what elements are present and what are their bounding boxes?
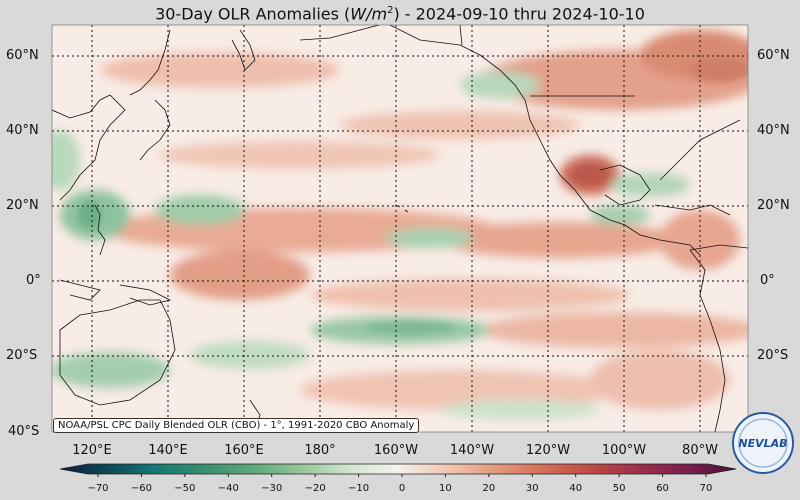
colorbar-bar [59, 463, 737, 475]
lon-label: 120°E [72, 443, 112, 458]
colorbar-tick-label: −20 [304, 483, 326, 494]
colorbar-tick-label: 0 [398, 483, 406, 494]
lon-label: 140°E [148, 443, 188, 458]
colorbar-tick-label: 60 [656, 483, 669, 494]
lat-label-right: 20°N [757, 198, 790, 213]
colorbar-tick-label: 50 [612, 483, 626, 494]
lat-label-right: 60°N [757, 48, 790, 63]
colorbar-tick-label: 40 [569, 483, 583, 494]
colorbar [59, 463, 737, 477]
lat-label-left: 60°N [6, 48, 39, 63]
lat-label-right: 40°N [757, 123, 790, 138]
lat-label-left: 0° [26, 273, 41, 288]
colorbar-tick-label: −60 [130, 483, 152, 494]
lon-label: 100°W [601, 443, 647, 458]
data-source-note: NOAA/PSL CPC Daily Blended OLR (CBO) - 1… [53, 418, 420, 433]
lat-label-left: 40°N [6, 123, 39, 138]
lon-label: 140°W [449, 443, 495, 458]
map-title: 30-Day OLR Anomalies (W/m2) - 2024-09-10… [155, 4, 645, 24]
lon-label: 160°W [373, 443, 419, 458]
colorbar-tick-label: 30 [525, 483, 539, 494]
colorbar-tick-label: −30 [261, 483, 283, 494]
colorbar-tick-label: −50 [174, 483, 196, 494]
colorbar-tick-label: −40 [217, 483, 239, 494]
lat-label-right: 20°S [757, 348, 789, 363]
nevlab-logo: NEVLAB [732, 412, 794, 474]
lon-label: 160°E [224, 443, 264, 458]
colorbar-tick-label: 10 [439, 483, 452, 494]
lat-label-left: 20°N [6, 198, 39, 213]
colorbar-tick-label: −70 [87, 483, 109, 494]
colorbar-tick-label: 20 [482, 483, 496, 494]
lat-label-left: 20°S [6, 348, 38, 363]
anomaly-field [52, 30, 748, 420]
lat-label-right: 0° [760, 273, 775, 288]
logo-text: NEVLAB [738, 437, 787, 450]
lon-label: 120°W [525, 443, 571, 458]
lat-label-left: 40°S [8, 424, 40, 439]
colorbar-tick-label: −10 [348, 483, 370, 494]
lon-label: 80°W [682, 443, 718, 458]
graticule [52, 25, 748, 432]
lon-label: 180° [304, 443, 336, 458]
colorbar-tick-label: 70 [699, 483, 713, 494]
